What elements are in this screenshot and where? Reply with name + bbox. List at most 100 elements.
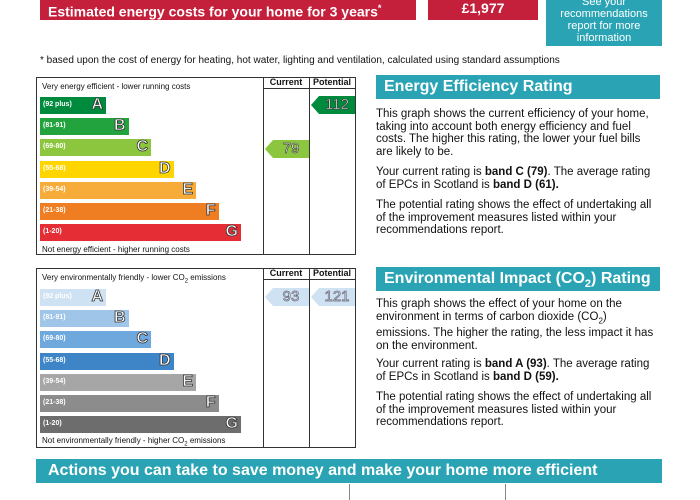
env-top-note-sub: 2 [184, 278, 189, 285]
energy-costs-value: £1,977 [428, 0, 538, 20]
energy-band-letter: G [225, 223, 238, 241]
energy-band-g: (1-20) G [40, 223, 241, 242]
energy-band-letter: A [91, 96, 103, 114]
energy-band-letter: B [113, 117, 126, 135]
env-column-header-divider [263, 279, 356, 280]
env-bottom-note-sub: 2 [184, 441, 188, 448]
env-band-letter: A [91, 288, 103, 306]
column-header-divider [263, 88, 356, 89]
env-band-letter: F [205, 394, 216, 412]
recs-line-4: information [576, 32, 632, 44]
asterisk-mark: * [377, 3, 382, 13]
env-band-b: (81-91) B [40, 309, 129, 328]
env-top-note-post: emissions [188, 273, 226, 282]
env-band-letter: C [136, 330, 148, 348]
eir-paragraph-3: The potential rating shows the effect of… [376, 391, 652, 428]
energy-potential-rating-value: 112 [319, 96, 355, 114]
energy-band-range: (92 plus) [43, 101, 72, 108]
env-band-range: (39-54) [43, 377, 66, 385]
actions-heading: Actions you can take to save money and m… [36, 459, 662, 483]
energy-band-e: (39-54) E [40, 180, 196, 199]
environmental-impact-chart [36, 268, 356, 448]
eir-paragraph-2: Your current rating is band A (93). The … [376, 358, 660, 383]
potential-column-header: Potential [312, 77, 351, 87]
env-band-letter: B [113, 309, 126, 327]
env-band-c: (69-80) C [40, 330, 151, 349]
env-potential-column-divider [309, 268, 310, 448]
recommendations-link-box[interactable]: See your recommendations report for more… [546, 0, 662, 46]
env-potential-rating-value: 121 [319, 288, 355, 306]
eir-p2-text: Your current rating is [376, 358, 485, 370]
energy-band-letter: D [158, 159, 171, 177]
energy-costs-banner: Estimated energy costs for your home for… [40, 0, 416, 20]
energy-band-letter: E [182, 180, 193, 198]
eir-heading-text: Environmental Impact (CO [384, 270, 585, 287]
energy-efficiency-chart [36, 77, 356, 255]
energy-band-range: (1-20) [43, 228, 62, 236]
env-bottom-note: Not environmentally friendly - higher CO… [42, 436, 225, 448]
env-band-g: (1-20) G [40, 415, 241, 434]
eer-p2-text: Your current rating is [376, 166, 485, 178]
recs-line-1: See your [581, 0, 627, 8]
potential-column-divider [309, 77, 310, 255]
recs-line-3: report for more [567, 20, 641, 32]
energy-band-d: (55-68) D [40, 159, 174, 178]
env-band-range: (21-38) [43, 399, 66, 406]
energy-band-letter: F [205, 202, 216, 220]
eir-current-band: band A (93) [484, 358, 547, 370]
current-column-divider [263, 77, 264, 255]
eer-current-band: band C (79) [484, 166, 548, 178]
env-band-range: (92 plus) [43, 293, 72, 300]
current-column-header: Current [269, 77, 303, 87]
eir-p1-sub: 2 [598, 315, 603, 325]
energy-potential-arrow-icon [311, 96, 319, 114]
energy-band-range: (55-68) [43, 164, 66, 172]
env-current-column-header: Current [269, 268, 303, 278]
energy-band-b: (81-91) B [40, 117, 129, 136]
eir-heading-post: ) Rating [591, 270, 651, 287]
table-divider-2 [505, 484, 506, 500]
eir-p2-mid: . The average rating of EPCs in Scotland… [376, 358, 650, 383]
env-potential-column-header: Potential [312, 268, 351, 278]
env-band-f: (21-38) F [40, 394, 219, 412]
energy-band-f: (21-38) F [40, 202, 219, 220]
env-band-range: (1-20) [43, 420, 62, 428]
energy-band-range: (69-80) [43, 143, 66, 151]
env-band-range: (55-68) [43, 356, 66, 364]
cost-footnote: * based upon the cost of energy for heat… [40, 55, 560, 66]
eer-p2-mid: . The average rating of EPCs in Scotland… [376, 166, 651, 191]
energy-top-note: Very energy efficient - lower running co… [42, 82, 191, 91]
env-bottom-note-text: Not environmentally friendly - higher CO [42, 436, 185, 445]
energy-efficiency-heading: Energy Efficiency Rating [376, 75, 660, 99]
env-band-range: (69-80) [43, 335, 66, 343]
env-top-note-text: Very environmentally friendly - lower CO [42, 273, 185, 282]
env-band-letter: G [225, 415, 238, 433]
energy-bottom-note: Not energy efficient - higher running co… [42, 245, 190, 254]
env-current-arrow-icon [265, 288, 273, 306]
env-band-letter: E [182, 372, 193, 390]
eir-p1-text: This graph shows the effect of your home… [376, 298, 622, 323]
energy-costs-title: Estimated energy costs for your home for… [48, 3, 378, 20]
energy-band-a: (92 plus) A [40, 96, 106, 114]
env-band-e: (39-54) E [40, 372, 196, 391]
energy-band-letter: C [136, 138, 148, 156]
eer-average-band: band D (61). [492, 178, 559, 191]
eir-average-band: band D (59). [492, 370, 559, 383]
eir-p1-post: ) emissions. The higher the rating, the … [376, 310, 654, 352]
env-potential-arrow-icon [311, 288, 319, 306]
eir-paragraph-1: This graph shows the effect of your home… [376, 298, 660, 352]
table-divider-1 [349, 484, 350, 500]
eer-paragraph-3: The potential rating shows the effect of… [376, 199, 652, 236]
energy-current-arrow-icon [265, 140, 273, 159]
energy-band-range: (81-91) [43, 122, 66, 130]
environmental-impact-heading: Environmental Impact (CO2) Rating [376, 267, 660, 291]
eer-paragraph-2: Your current rating is band C (79). The … [376, 166, 660, 191]
energy-band-c: (69-80) C [40, 138, 151, 157]
env-current-column-divider [263, 268, 264, 448]
eer-paragraph-1: This graph shows the current efficiency … [376, 108, 649, 158]
env-band-d: (55-68) D [40, 351, 174, 370]
eir-heading-sub: 2 [584, 278, 592, 291]
env-bottom-note-post: emissions [187, 436, 226, 445]
env-current-rating-value: 93 [273, 288, 309, 306]
env-band-range: (81-91) [43, 314, 66, 322]
